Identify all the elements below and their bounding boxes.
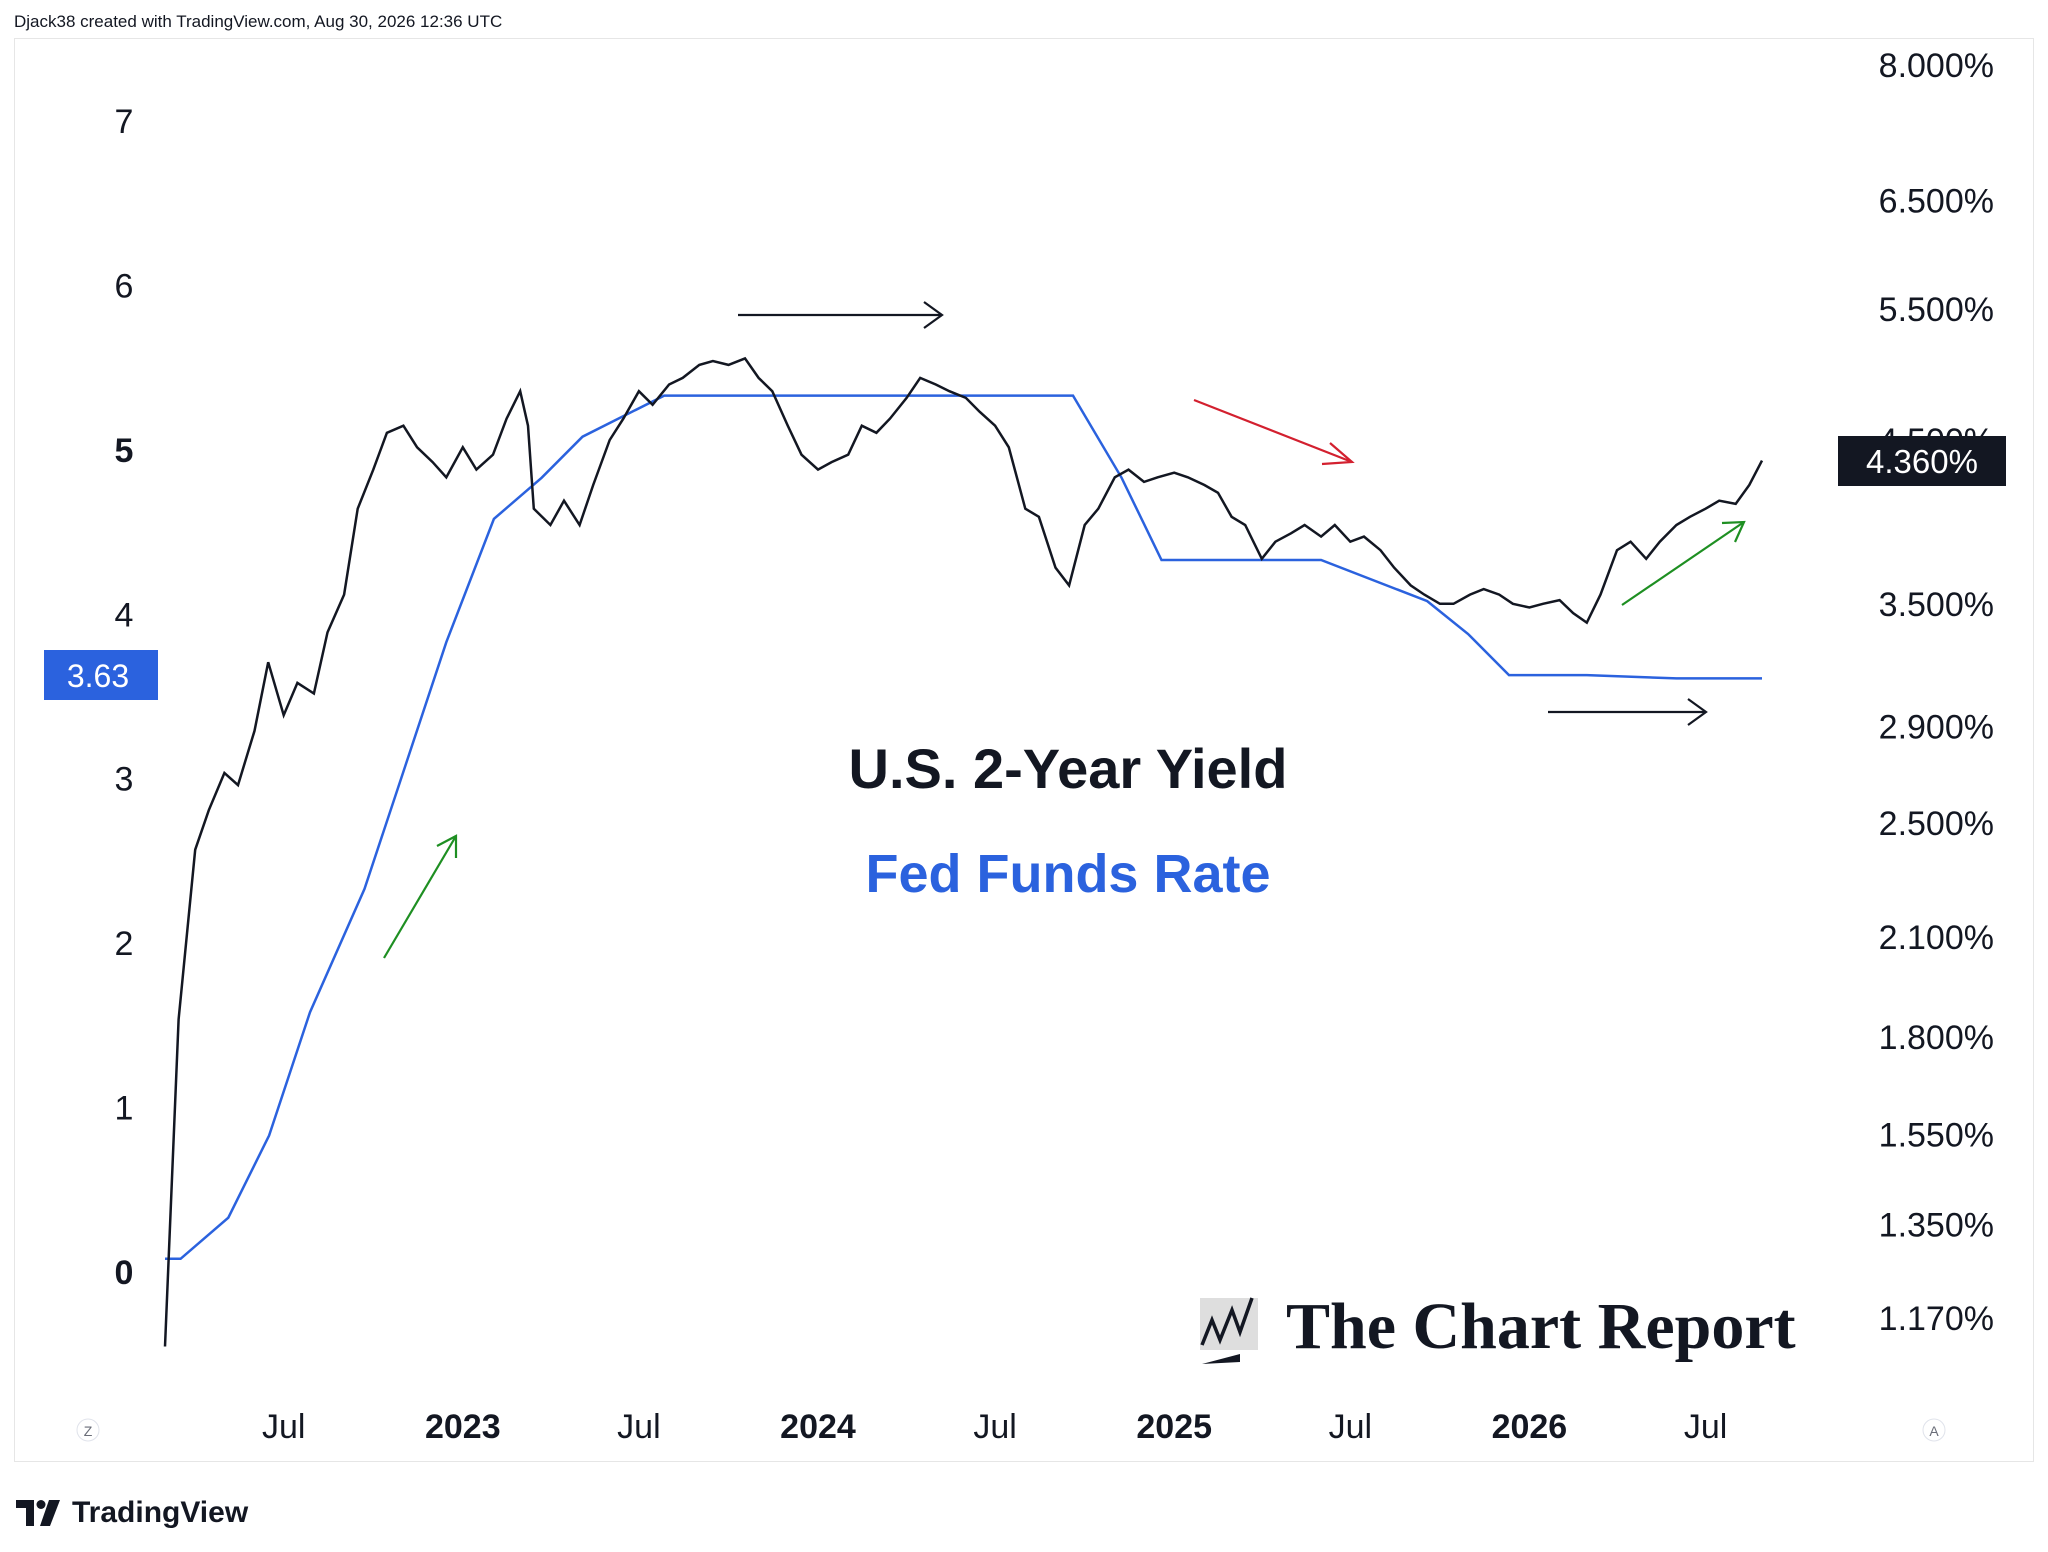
x-axis-tick-jul-8: Jul	[1684, 1408, 1727, 1446]
tradingview-brand-text: TradingView	[72, 1496, 249, 1529]
right-axis-tick-2.900pct: 2.900%	[1879, 708, 1994, 746]
x-axis-tick-2026-7: 2026	[1492, 1408, 1568, 1446]
arrowhead-green-left	[436, 834, 458, 858]
series-line-us-2-year-yield	[163, 356, 1764, 1347]
right-axis-tick-1.350pct: 1.350%	[1879, 1207, 1994, 1245]
arrowhead-red	[1321, 442, 1355, 466]
left-axis-tick-2: 2	[115, 925, 134, 963]
x-axis-tick-jul-6: Jul	[1329, 1408, 1372, 1446]
chart-frame	[14, 38, 2034, 1462]
x-axis-tick-jul-2: Jul	[617, 1408, 660, 1446]
left-axis-ticks: 7 6 5 4 3 2 1 0	[115, 103, 134, 1292]
fed-last-value-text: 3.63	[67, 658, 129, 694]
right-axis-tick-1.550pct: 1.550%	[1879, 1117, 1994, 1155]
right-axis-tick-1.800pct: 1.800%	[1879, 1019, 1994, 1057]
right-axis-tick-1.170pct: 1.170%	[1879, 1300, 1994, 1338]
left-axis-tick-0: 0	[115, 1254, 134, 1292]
auto-scale-label: A	[1929, 1423, 1939, 1439]
x-axis-ticks: Jul 2023 Jul 2024 Jul 2025 Jul 2026 Jul	[262, 1408, 1727, 1446]
auto-scale-button[interactable]	[1922, 1418, 1946, 1442]
series-label-us-2-year-yield: U.S. 2-Year Yield	[849, 737, 1288, 800]
annotation-arrow-green-left	[383, 835, 457, 959]
series-line-fed-funds-rate	[165, 394, 1762, 1261]
zoom-toggle-label: Z	[84, 1423, 93, 1439]
right-axis-tick-8.000pct: 8.000%	[1879, 47, 1994, 85]
x-axis-tick-2025-5: 2025	[1136, 1408, 1212, 1446]
x-axis-tick-2024-3: 2024	[780, 1408, 856, 1446]
tradingview-logo-icon	[16, 1500, 60, 1526]
left-axis-tick-4: 4	[115, 596, 134, 634]
tradingview-footer: TradingView	[16, 1496, 248, 1530]
annotation-arrow-red	[1193, 398, 1353, 464]
arrowhead-black-top	[923, 301, 944, 329]
the-chart-report-logo	[1200, 1297, 1258, 1364]
right-axis-tick-2.500pct: 2.500%	[1879, 805, 1994, 843]
yield-last-value-text: 4.360%	[1866, 443, 1978, 480]
left-axis-tick-5: 5	[115, 432, 134, 470]
series-label-fed-funds-rate: Fed Funds Rate	[865, 844, 1270, 904]
fed-last-value-badge	[44, 650, 158, 700]
left-axis-tick-1: 1	[115, 1090, 134, 1128]
right-axis-ticks: 8.000%6.500%5.500%4.500%3.500%2.900%2.50…	[1879, 47, 1994, 1338]
left-axis-tick-3: 3	[115, 761, 134, 799]
x-axis-tick-jul-0: Jul	[262, 1408, 305, 1446]
annotation-arrow-green-right	[1621, 521, 1745, 606]
right-axis-tick-3.500pct: 3.500%	[1879, 586, 1994, 624]
x-axis-tick-2023-1: 2023	[425, 1408, 501, 1446]
right-axis-tick-2.100pct: 2.100%	[1879, 919, 1994, 957]
arrowhead-green-right	[1721, 520, 1746, 543]
right-axis-tick-5.500pct: 5.500%	[1879, 291, 1994, 329]
watermark-brand-text: The Chart Report	[1286, 1290, 1796, 1363]
header-attribution: Djack38 created with TradingView.com, Au…	[14, 12, 503, 31]
yield-last-value-badge	[1838, 436, 2006, 486]
x-axis-tick-jul-4: Jul	[973, 1408, 1016, 1446]
zoom-toggle-button[interactable]	[76, 1418, 100, 1442]
left-axis-tick-7: 7	[115, 103, 134, 141]
left-axis-tick-6: 6	[115, 267, 134, 305]
arrowhead-black-bottom	[1687, 698, 1708, 726]
right-axis-tick-6.500pct: 6.500%	[1879, 182, 1994, 220]
